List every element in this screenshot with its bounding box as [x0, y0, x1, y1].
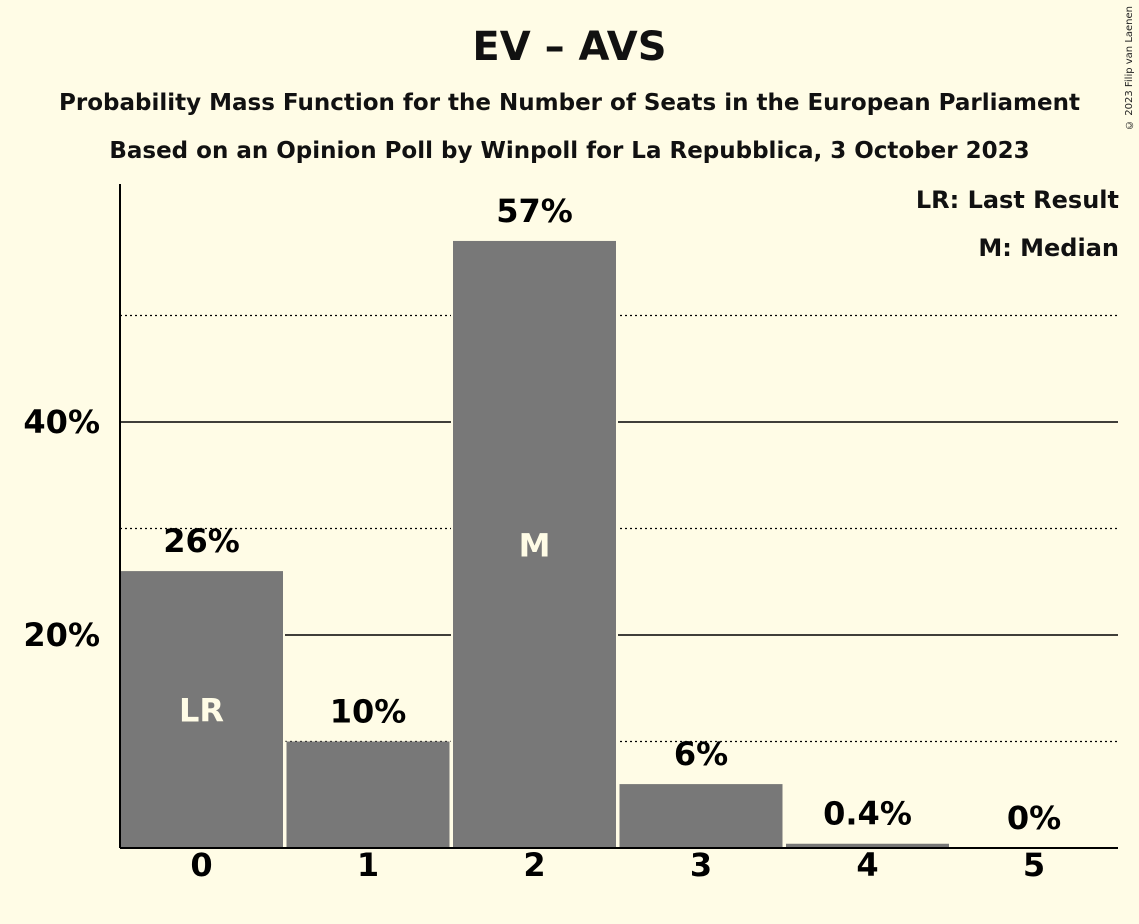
bar — [120, 571, 283, 848]
x-tick-label: 1 — [357, 846, 379, 884]
legend-last-result: LR: Last Result — [915, 186, 1119, 214]
bar-marker-label: M — [519, 526, 551, 564]
bar — [619, 784, 783, 848]
x-tick-label: 4 — [856, 846, 878, 884]
data-label: 26% — [163, 522, 240, 560]
y-tick-label: 40% — [23, 403, 100, 441]
y-tick-label: 20% — [23, 616, 100, 654]
data-label: 57% — [496, 192, 573, 230]
legend-median: M: Median — [978, 234, 1119, 262]
chart-title: EV – AVS — [472, 24, 667, 70]
x-tick-label: 2 — [523, 846, 545, 884]
data-label: 10% — [330, 693, 407, 731]
bar — [286, 741, 450, 848]
chart-subtitle: Probability Mass Function for the Number… — [59, 90, 1080, 116]
chart-source: Based on an Opinion Poll by Winpoll for … — [109, 138, 1030, 164]
x-tick-label: 5 — [1023, 846, 1045, 884]
data-label: 0% — [1007, 799, 1061, 837]
x-tick-label: 0 — [190, 846, 212, 884]
bar — [453, 240, 616, 848]
x-tick-label: 3 — [690, 846, 712, 884]
bar — [786, 843, 949, 848]
bar-marker-label: LR — [179, 692, 224, 730]
data-label: 0.4% — [823, 795, 912, 833]
data-label: 6% — [674, 735, 728, 773]
